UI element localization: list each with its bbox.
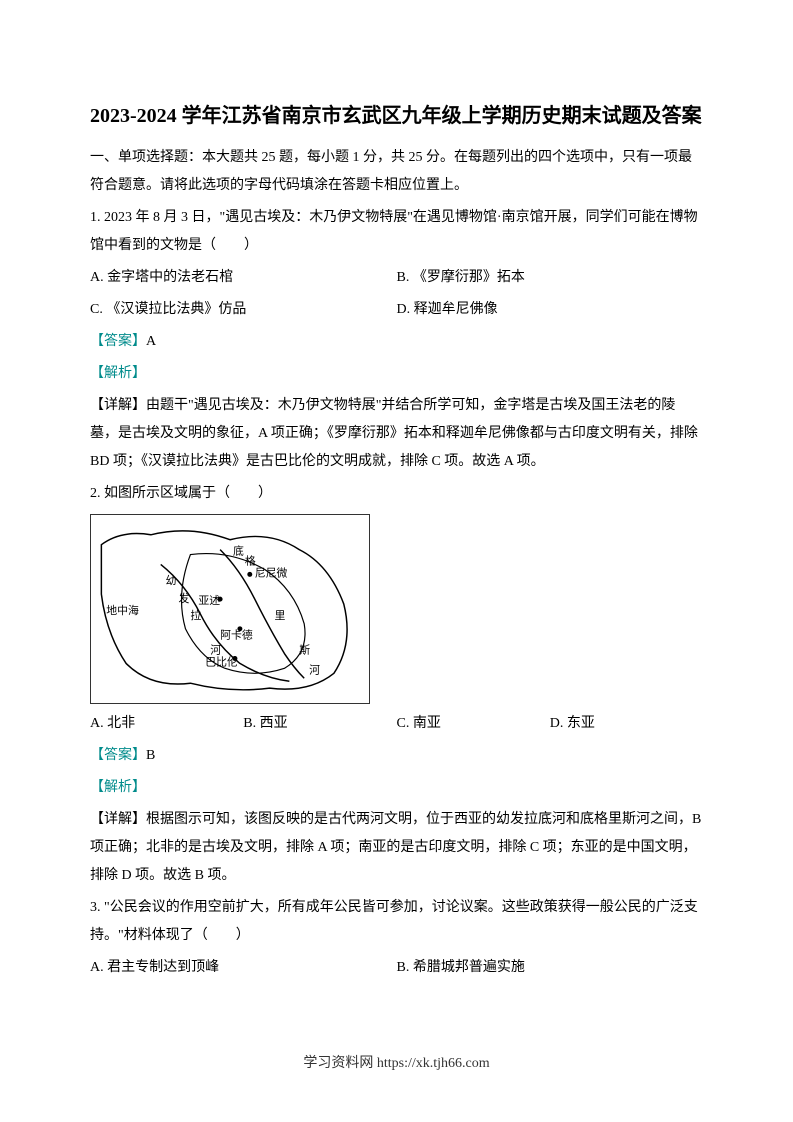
map-label-assur: 亚述 [198,594,220,607]
q1-answer-label: 【答案】 [90,334,146,349]
map-label-akkad: 阿卡德 [220,628,253,642]
q2-text: 2. 如图所示区域属于（ ） [90,480,703,508]
map-label-he2: 河 [210,644,221,657]
map-label-di: 底 [233,544,244,558]
map-label-euphrates3: 拉 [190,608,201,622]
map-label-euphrates: 幼 [166,574,177,587]
q2-analysis-label: 【解析】 [90,774,703,802]
q1-explanation: 【详解】由题干"遇见古埃及：木乃伊文物特展"并结合所学可知，金字塔是古埃及国王法… [90,392,703,476]
q1-option-a: A. 金字塔中的法老石棺 [90,264,397,292]
section-instruction: 一、单项选择题：本大题共 25 题，每小题 1 分，共 25 分。在每题列出的四… [90,144,703,200]
page-footer: 学习资料网 https://xk.tjh66.com [0,1052,793,1072]
q1-option-d: D. 释迦牟尼佛像 [397,296,704,324]
map-label-li: 里 [275,609,286,622]
q1-answer: 【答案】A [90,328,703,356]
q2-answer-label: 【答案】 [90,748,146,763]
q1-options-row1: A. 金字塔中的法老石棺 B. 《罗摩衍那》拓本 [90,264,703,292]
map-label-med: 地中海 [106,603,139,617]
q3-text: 3. "公民会议的作用空前扩大，所有成年公民皆可参加，讨论议案。这些政策获得一般… [90,894,703,950]
q2-answer: 【答案】B [90,742,703,770]
q2-answer-value: B [146,748,155,763]
q3-option-b: B. 希腊城邦普遍实施 [397,954,704,982]
q2-explanation: 【详解】根据图示可知，该图反映的是古代两河文明，位于西亚的幼发拉底河和底格里斯河… [90,806,703,890]
map-label-nineveh: 尼尼微 [255,565,288,579]
q2-option-a: A. 北非 [90,710,243,738]
q1-text: 1. 2023 年 8 月 3 日，"遇见古埃及：木乃伊文物特展"在遇见博物馆·… [90,204,703,260]
q1-analysis-label: 【解析】 [90,360,703,388]
q1-option-c: C. 《汉谟拉比法典》仿品 [90,296,397,324]
map-figure: 地中海 幼 发 拉 底 格 里 斯 河 尼尼微 亚述 阿卡德 巴比伦 河 [90,514,370,704]
map-label-euphrates2: 发 [179,591,190,605]
q2-options-row: A. 北非 B. 西亚 C. 南亚 D. 东亚 [90,710,703,738]
map-label-ge: 格 [245,553,256,567]
q3-options-row1: A. 君主专制达到顶峰 B. 希腊城邦普遍实施 [90,954,703,982]
q1-answer-value: A [146,334,156,349]
map-label-he: 河 [309,663,320,676]
q1-options-row2: C. 《汉谟拉比法典》仿品 D. 释迦牟尼佛像 [90,296,703,324]
mesopotamia-map-icon: 地中海 幼 发 拉 底 格 里 斯 河 尼尼微 亚述 阿卡德 巴比伦 河 [91,515,369,703]
map-label-si: 斯 [299,644,310,657]
q2-option-c: C. 南亚 [397,710,550,738]
q2-option-b: B. 西亚 [243,710,396,738]
q3-option-a: A. 君主专制达到顶峰 [90,954,397,982]
q1-option-b: B. 《罗摩衍那》拓本 [397,264,704,292]
q2-option-d: D. 东亚 [550,710,703,738]
page-title: 2023-2024 学年江苏省南京市玄武区九年级上学期历史期末试题及答案 [90,100,703,132]
